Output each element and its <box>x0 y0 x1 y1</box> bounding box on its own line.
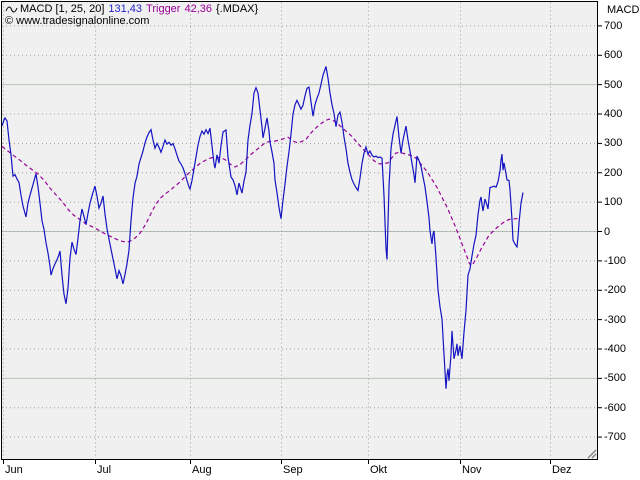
x-axis-label: Nov <box>462 464 482 476</box>
y-axis-label: -300 <box>604 313 627 326</box>
y-axis-label: -100 <box>604 254 627 267</box>
y-axis-label: 0 <box>604 225 611 238</box>
y-axis-label: 300 <box>604 137 623 150</box>
indicator-wave-icon <box>5 6 18 12</box>
x-axis-label: Okt <box>370 464 388 476</box>
y-axis-label: -500 <box>604 372 627 385</box>
symbol-name: {.MDAX} <box>216 3 259 15</box>
indicator-name: MACD [1, 25, 20] <box>20 3 105 15</box>
y-axis-label: 100 <box>604 196 623 209</box>
indicator-header[interactable]: MACD [1, 25, 20] 131,43 Trigger 42,36 {.… <box>5 3 258 15</box>
y-axis-label: 200 <box>604 166 623 179</box>
y-axis-label: 600 <box>604 49 623 62</box>
y-axis-title: MACD <box>607 4 640 16</box>
plot-area[interactable] <box>1 1 598 460</box>
y-axis-label: -400 <box>604 342 627 355</box>
y-axis-label: -600 <box>604 401 627 414</box>
trigger-label: Trigger <box>146 3 181 15</box>
x-axis-label: Dez <box>552 464 572 476</box>
y-axis-label: 400 <box>604 108 623 121</box>
y-axis-label: -700 <box>604 431 627 444</box>
trigger-value: 42,36 <box>184 3 212 15</box>
y-axis-label: -200 <box>604 284 627 297</box>
x-axis-label: Jul <box>97 464 112 476</box>
x-axis-label: Aug <box>192 464 212 476</box>
x-axis-label: Jun <box>5 464 23 476</box>
y-axis-label: 700 <box>604 19 623 32</box>
indicator-title[interactable]: MACD [1, 25, 20] 131,43 Trigger 42,36 {.… <box>5 3 258 15</box>
x-axis-label: Sep <box>283 464 303 476</box>
copyright-text: © www.tradesignalonline.com <box>5 15 150 27</box>
macd-line <box>1 66 524 389</box>
macd-value: 131,43 <box>108 3 143 15</box>
trigger-line <box>1 118 518 267</box>
y-axis-label: 500 <box>604 78 623 91</box>
resize-grip-icon[interactable] <box>587 449 597 459</box>
resize-grip-icon[interactable] <box>591 453 597 459</box>
